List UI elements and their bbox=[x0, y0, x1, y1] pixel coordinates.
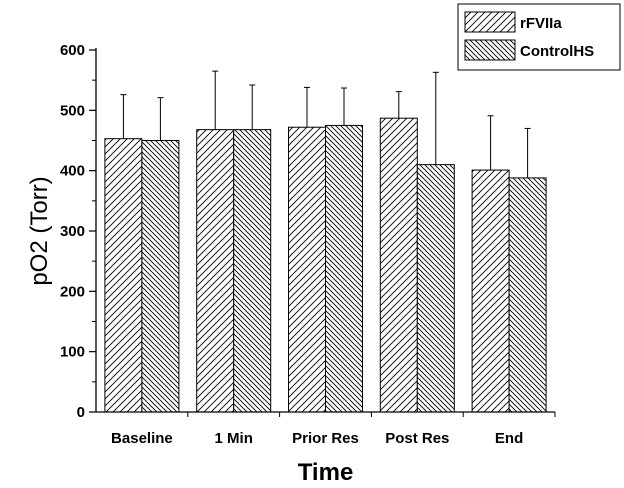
bar-controlhs-4 bbox=[508, 177, 547, 413]
bar-controlhs-0 bbox=[141, 140, 180, 413]
y-tick-label: 100 bbox=[60, 344, 85, 361]
legend-swatch-rfviia bbox=[464, 11, 516, 33]
x-tick-label: Post Res bbox=[385, 430, 449, 447]
y-tick-label: 0 bbox=[77, 404, 85, 421]
legend: rFVIIa ControlHS bbox=[457, 3, 621, 71]
x-tick-label: Prior Res bbox=[292, 430, 359, 447]
x-axis-title: Time bbox=[298, 459, 354, 486]
plot-area bbox=[104, 70, 547, 413]
x-tick-label: 1 Min bbox=[215, 430, 253, 447]
legend-label-controlhs: ControlHS bbox=[520, 43, 594, 60]
bar-rfviia-0 bbox=[104, 138, 143, 413]
x-tick-label: End bbox=[495, 430, 523, 447]
axes bbox=[89, 48, 556, 417]
legend-swatch-controlhs bbox=[464, 39, 516, 61]
bar-rfviia-4 bbox=[471, 169, 510, 413]
y-tick-label: 600 bbox=[60, 42, 85, 59]
x-tick-label: Baseline bbox=[111, 430, 173, 447]
bar-controlhs-2 bbox=[325, 124, 363, 413]
bar-rfviia-2 bbox=[288, 126, 326, 413]
y-tick-label: 400 bbox=[60, 163, 85, 180]
bar-rfviia-3 bbox=[379, 117, 418, 413]
bar-controlhs-1 bbox=[233, 129, 272, 413]
y-tick-label: 300 bbox=[60, 223, 85, 240]
y-tick-label: 200 bbox=[60, 283, 85, 300]
bar-rfviia-1 bbox=[196, 129, 235, 413]
bar-controlhs-3 bbox=[416, 164, 455, 413]
y-tick-label: 500 bbox=[60, 102, 85, 119]
legend-label-rfviia: rFVIIa bbox=[520, 15, 562, 32]
axis-labels: Baseline 1 Min Prior Res Post Res End 0 100 200… bbox=[26, 42, 523, 486]
y-axis-title: pO2 (Torr) bbox=[26, 176, 53, 285]
